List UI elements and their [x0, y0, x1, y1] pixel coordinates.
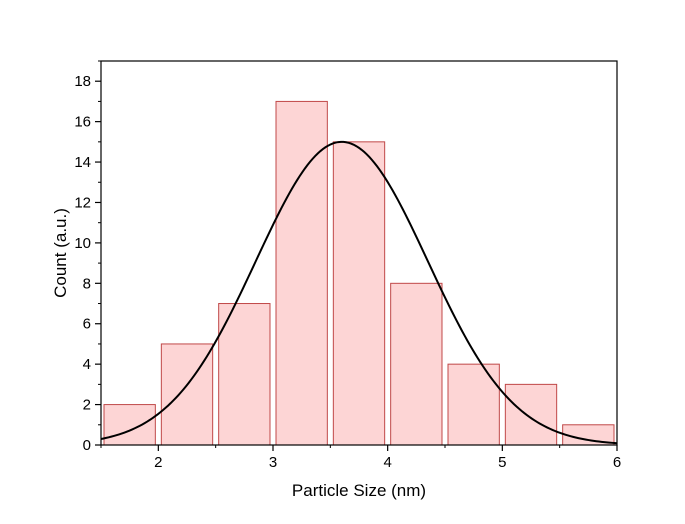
y-tick-label: 12	[74, 194, 91, 211]
gaussian-fit-curve	[100, 140, 618, 445]
y-tick-label: 8	[83, 275, 91, 292]
histogram-bar	[332, 141, 386, 446]
x-axis-label: Particle Size (nm)	[292, 481, 426, 500]
x-tick-label: 5	[498, 454, 506, 471]
y-tick-label: 6	[83, 316, 91, 333]
x-tick-label: 2	[154, 454, 162, 471]
y-tick-label: 2	[83, 397, 91, 414]
y-tick-label: 14	[74, 154, 91, 171]
bars-layer	[103, 100, 615, 446]
axes-layer	[100, 60, 618, 446]
y-tick-label: 10	[74, 235, 91, 252]
histogram-bar	[390, 282, 443, 446]
x-tick-label: 4	[383, 454, 391, 471]
y-ticks: 0 2 4 6 8 10 12 14 16 18	[74, 60, 101, 454]
x-tick-label: 3	[269, 454, 277, 471]
histogram-bar	[504, 383, 558, 446]
x-tick-label: 6	[613, 454, 621, 471]
y-tick-label: 0	[83, 437, 91, 454]
histogram-bar	[103, 404, 156, 446]
y-axis-label: Count (a.u.)	[51, 208, 70, 298]
fit-curve-layer	[100, 140, 618, 445]
histogram-bar	[447, 363, 500, 446]
histogram-bar	[275, 100, 328, 446]
y-tick-label: 4	[83, 356, 91, 373]
plot-frame	[100, 60, 618, 446]
y-tick-label: 18	[74, 73, 91, 90]
x-ticks: 2 3 4 5 6	[100, 445, 621, 471]
y-tick-label: 16	[74, 114, 91, 131]
histogram-bar	[218, 303, 271, 446]
